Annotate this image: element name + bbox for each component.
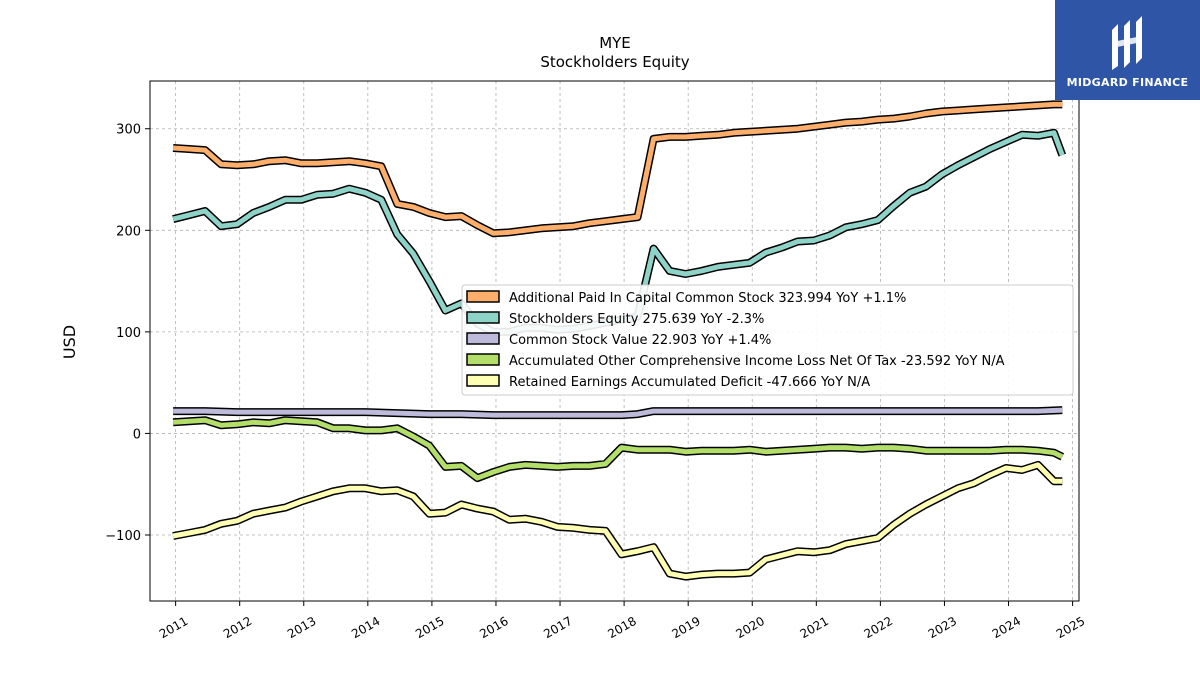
y-axis-label: USD: [60, 325, 79, 359]
legend: Additional Paid In Capital Common Stock …: [461, 284, 1074, 396]
x-tick-label: 2021: [798, 614, 831, 641]
series-line-4: [172, 462, 1063, 580]
midgard-finance-logo: MIDGARD FINANCE: [1055, 0, 1200, 100]
legend-label-4: Retained Earnings Accumulated Deficit -4…: [509, 375, 870, 390]
logo-text: MIDGARD FINANCE: [1066, 75, 1189, 89]
logo-mark-icon: [1111, 15, 1142, 70]
legend-label-0: Additional Paid In Capital Common Stock …: [509, 291, 906, 306]
legend-label-3: Accumulated Other Comprehensive Income L…: [509, 354, 1005, 369]
legend-swatch-1: [466, 311, 500, 324]
plot-frame: [149, 80, 1080, 602]
x-tick-label: 2020: [734, 614, 767, 641]
x-tick-label: 2013: [285, 614, 318, 641]
x-tick-label: 2023: [926, 614, 959, 641]
y-tick-label: −100: [105, 529, 141, 544]
x-tick-label: 2014: [349, 614, 382, 641]
x-tick-label: 2024: [990, 614, 1023, 641]
x-tick-label: 2015: [413, 614, 446, 641]
series-line-2: [173, 407, 1063, 418]
x-tick-label: 2012: [221, 614, 254, 641]
y-tick-label: 0: [133, 427, 141, 442]
series-line-3: [172, 417, 1064, 481]
legend-swatch-2: [466, 332, 500, 345]
series-outline-4: [172, 460, 1063, 581]
y-tick-label: 300: [116, 123, 141, 138]
y-tick-label: 200: [116, 224, 141, 239]
x-axis-ticks: 2011 2012 2013 2014 2015 2016 2017 2018 2019 2020…: [157, 601, 1087, 641]
x-tick-label: 2016: [477, 614, 510, 641]
legend-swatch-3: [466, 353, 500, 366]
x-tick-label: 2025: [1054, 614, 1087, 641]
legend-label-2: Common Stock Value 22.903 YoY +1.4%: [509, 333, 771, 348]
legend-entries: Additional Paid In Capital Common Stock …: [466, 290, 1005, 390]
y-tick-label: 100: [116, 326, 141, 341]
chart-subtitle: Stockholders Equity: [540, 53, 689, 71]
y-axis-ticks: −100 0 100 200 300: [105, 123, 150, 544]
series-line-0: [172, 101, 1063, 236]
x-tick-label: 2011: [157, 614, 190, 641]
series-outline-0: [172, 100, 1063, 238]
legend-label-1: Stockholders Equity 275.639 YoY -2.3%: [509, 312, 764, 327]
x-tick-label: 2019: [669, 614, 702, 641]
x-tick-label: 2017: [541, 614, 574, 641]
legend-box: [461, 284, 1074, 396]
legend-swatch-4: [466, 374, 500, 387]
x-tick-label: 2022: [862, 614, 895, 641]
x-tick-label: 2018: [605, 614, 638, 641]
legend-swatch-0: [466, 290, 500, 303]
chart-title: MYE: [599, 34, 631, 52]
